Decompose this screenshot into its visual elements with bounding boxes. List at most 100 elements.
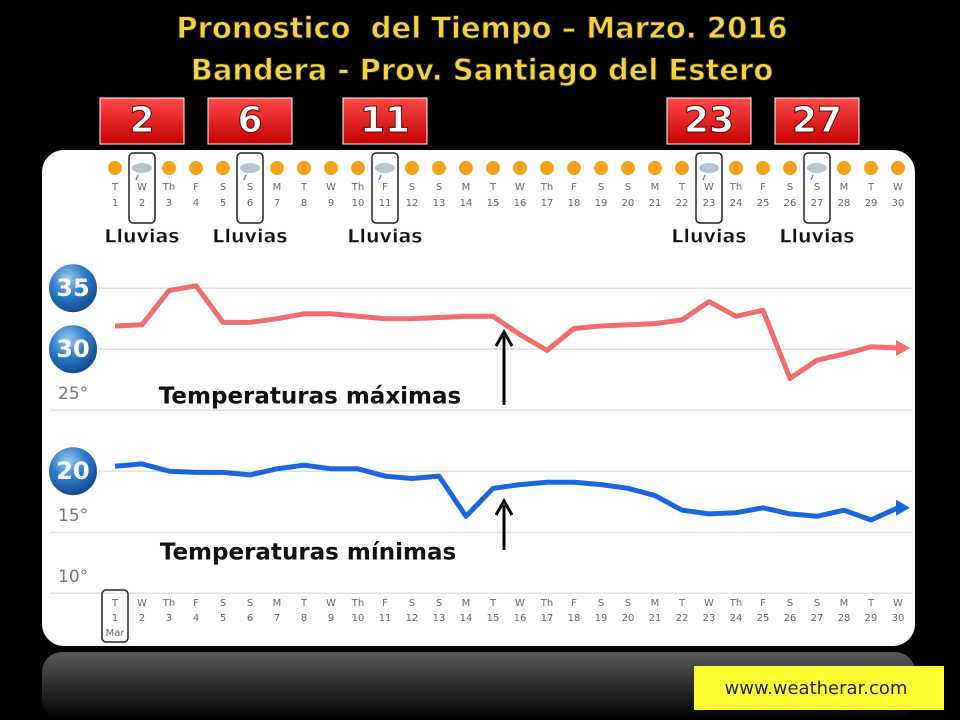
- day-label: 25: [757, 613, 770, 624]
- weekday-label: T: [678, 182, 686, 193]
- weather-icon: [486, 161, 500, 175]
- weekday-label: F: [760, 182, 766, 193]
- weather-icon: [162, 161, 176, 175]
- weekday-label: S: [220, 182, 226, 193]
- weekday-label: Th: [351, 182, 364, 193]
- day-label: 1: [112, 198, 118, 209]
- day-label: 18: [568, 198, 581, 209]
- day-label: 7: [274, 613, 280, 624]
- weekday-label: F: [382, 598, 388, 609]
- day-label: 28: [838, 613, 851, 624]
- highlight-box: [236, 152, 264, 224]
- weekday-label: T: [867, 182, 875, 193]
- weekday-label: M: [462, 598, 471, 609]
- day-label: 14: [460, 613, 473, 624]
- day-label: 15: [487, 613, 500, 624]
- day-label: 10: [352, 198, 365, 209]
- weekday-label: F: [193, 598, 199, 609]
- highlight-box: [128, 152, 156, 224]
- weekday-label: F: [193, 182, 199, 193]
- day-label: 6: [247, 198, 253, 209]
- day-label: 30: [892, 198, 905, 209]
- weekday-label: W: [137, 182, 147, 193]
- weather-icon: [621, 161, 635, 175]
- day-label: 23: [703, 198, 716, 209]
- day-label: 13: [433, 613, 446, 624]
- day-label: 27: [811, 613, 824, 624]
- day-label: 18: [568, 613, 581, 624]
- day-label: 19: [595, 613, 608, 624]
- arrow-head: [494, 328, 514, 347]
- day-label: 5: [220, 613, 226, 624]
- y-tick-label: 35: [56, 274, 89, 302]
- weather-icon: [132, 163, 152, 173]
- line-arrow: [896, 339, 910, 356]
- weather-icon: [891, 161, 905, 175]
- day-label: 11: [379, 198, 392, 209]
- day-label: 25: [757, 198, 770, 209]
- weather-icon: [405, 161, 419, 175]
- highlight-box: [803, 152, 831, 224]
- weekday-label: M: [651, 182, 660, 193]
- weather-icon: [702, 174, 706, 181]
- weather-icon: [810, 174, 814, 181]
- weekday-label: Th: [162, 182, 175, 193]
- series-line: [114, 283, 899, 381]
- y-tick-label: 30: [56, 335, 89, 363]
- weekday-label: S: [409, 182, 415, 193]
- weekday-label: M: [840, 182, 849, 193]
- weather-icon: [567, 161, 581, 175]
- weekday-label: W: [893, 182, 903, 193]
- plot-panel: [42, 150, 915, 646]
- weekday-label: S: [247, 598, 253, 609]
- day-label: 5: [220, 198, 226, 209]
- weather-icon: [513, 161, 527, 175]
- rain-label: Lluvias: [104, 226, 179, 248]
- weather-icon: [459, 161, 473, 175]
- highlight-box: [101, 589, 129, 643]
- day-label: 8: [301, 198, 307, 209]
- weather-icon: [807, 163, 827, 173]
- weekday-label: W: [893, 598, 903, 609]
- day-badge-label: 11: [360, 100, 410, 141]
- weekday-label: F: [571, 182, 577, 193]
- weather-icon: [135, 174, 139, 181]
- day-label: 4: [193, 198, 199, 209]
- weekday-label: M: [273, 182, 282, 193]
- weekday-label: S: [814, 598, 820, 609]
- weekday-label: S: [787, 598, 793, 609]
- day-label: 20: [622, 613, 635, 624]
- chart-title: Pronostico del Tiempo – Marzo. 2016: [176, 11, 787, 45]
- day-label: 15: [487, 198, 500, 209]
- weekday-label: F: [571, 598, 577, 609]
- highlight-box: [695, 152, 723, 224]
- day-label: 17: [541, 613, 554, 624]
- series-label: Temperaturas mínimas: [160, 540, 456, 566]
- day-badge: [342, 97, 428, 145]
- weekday-label: S: [787, 182, 793, 193]
- day-label: 2: [139, 198, 145, 209]
- month-label: Mar: [106, 628, 126, 639]
- day-label: 27: [811, 198, 824, 209]
- day-label: 2: [139, 613, 145, 624]
- weekday-label: W: [326, 598, 336, 609]
- weather-icon: [240, 163, 260, 173]
- day-label: 21: [649, 613, 662, 624]
- weather-icon: [756, 161, 770, 175]
- weather-icon: [837, 161, 851, 175]
- day-label: 30: [892, 613, 905, 624]
- weekday-label: M: [651, 598, 660, 609]
- day-badge: [774, 97, 860, 145]
- weather-icon: [432, 161, 446, 175]
- weather-icon: [783, 161, 797, 175]
- source-box: [694, 666, 944, 710]
- day-label: 13: [433, 198, 446, 209]
- weather-icon: [378, 174, 382, 181]
- day-label: 12: [406, 198, 419, 209]
- weekday-label: W: [326, 182, 336, 193]
- rain-label: Lluvias: [347, 226, 422, 248]
- chart-subtitle: Bandera - Prov. Santiago del Estero: [191, 53, 774, 87]
- weekday-label: S: [436, 598, 442, 609]
- day-label: 16: [514, 198, 527, 209]
- weekday-label: W: [515, 598, 525, 609]
